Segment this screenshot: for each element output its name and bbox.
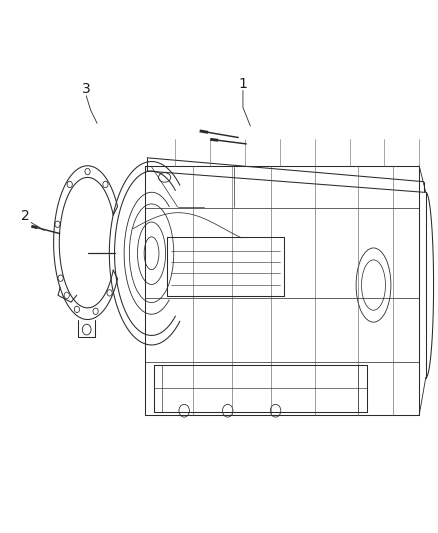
Text: 1: 1 bbox=[239, 77, 247, 91]
Text: 3: 3 bbox=[82, 82, 91, 96]
Text: 2: 2 bbox=[21, 209, 30, 223]
